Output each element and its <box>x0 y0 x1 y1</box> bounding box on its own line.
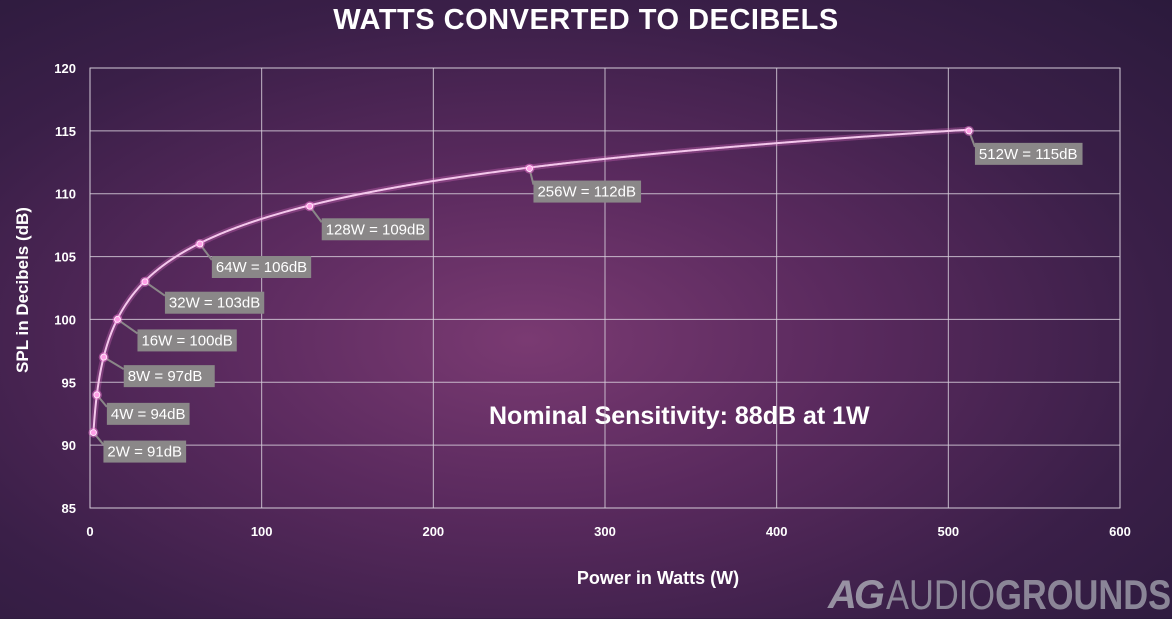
x-axis-label: Power in Watts (W) <box>576 568 740 588</box>
x-tick-label: 600 <box>1109 524 1131 539</box>
y-tick-label: 85 <box>62 501 76 516</box>
x-tick-label: 0 <box>86 524 93 539</box>
y-tick-label: 120 <box>54 61 76 76</box>
data-label: 4W = 94dB <box>111 406 186 423</box>
data-label: 16W = 100dB <box>141 332 232 349</box>
data-point <box>100 353 108 361</box>
watermark-logo: AG <box>828 572 885 617</box>
data-label-leader <box>103 356 125 371</box>
x-tick-label: 300 <box>594 524 616 539</box>
chart-title: WATTS CONVERTED TO DECIBELS <box>333 4 839 36</box>
y-tick-label: 95 <box>62 375 76 390</box>
data-label: 32W = 103dB <box>169 295 260 312</box>
data-label: 8W = 97dB <box>128 368 203 385</box>
data-label: 128W = 109dB <box>326 221 426 238</box>
data-label: 256W = 112dB <box>537 184 636 201</box>
data-label-box <box>164 291 265 314</box>
x-tick-label: 100 <box>251 524 273 539</box>
data-label-leader <box>144 280 166 297</box>
y-tick-label: 90 <box>62 438 76 453</box>
sensitivity-annotation: Nominal Sensitivity: 88dB at 1W <box>489 402 870 430</box>
y-tick-label: 110 <box>55 187 76 202</box>
x-tick-label: 200 <box>422 524 444 539</box>
data-point <box>306 202 314 210</box>
y-tick-label: 105 <box>54 250 76 265</box>
data-label: 64W = 106dB <box>216 259 307 276</box>
data-point <box>965 127 973 135</box>
x-tick-label: 500 <box>937 524 959 539</box>
data-label-box <box>211 256 312 278</box>
data-point <box>113 315 121 323</box>
audiogrounds-watermark: AG AUDIOGROUNDS <box>828 571 1172 619</box>
y-tick-label: 115 <box>55 124 76 139</box>
data-point <box>525 165 533 173</box>
data-label-box <box>137 329 237 352</box>
x-tick-label: 400 <box>766 524 788 539</box>
data-point <box>93 391 101 399</box>
data-label-box <box>103 440 187 463</box>
y-tick-label: 100 <box>54 312 76 327</box>
data-point <box>196 240 204 248</box>
watermark-brand-bold: GROUNDS <box>995 571 1172 618</box>
watermark-brand-light: AUDIO <box>886 571 996 618</box>
data-label-box <box>123 365 215 388</box>
data-label-box <box>321 218 430 241</box>
data-point <box>89 429 97 437</box>
data-label-box <box>974 142 1083 165</box>
data-point <box>141 278 149 286</box>
data-label: 512W = 115dB <box>979 146 1078 163</box>
data-label-box <box>106 402 190 425</box>
data-label-box <box>533 180 642 203</box>
watermark-brand: AUDIOGROUNDS <box>886 571 1171 619</box>
data-label-leader <box>116 318 139 335</box>
data-label: 2W = 91dB <box>107 444 182 461</box>
